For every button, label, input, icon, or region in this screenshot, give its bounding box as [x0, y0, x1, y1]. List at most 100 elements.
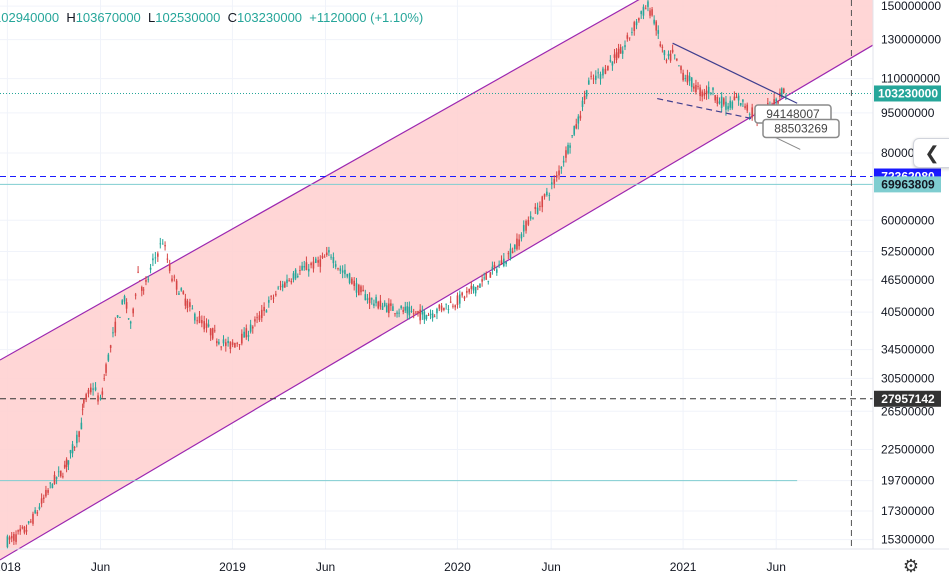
price-series: [6, 0, 787, 549]
time-tick-label: 2021: [670, 560, 697, 574]
candle-body: [459, 294, 461, 304]
candle-body: [607, 65, 609, 70]
candle-body: [317, 260, 319, 263]
candle-body: [615, 52, 618, 61]
price-tick-label: 110000000: [881, 72, 941, 86]
candle-body: [21, 527, 24, 529]
candle-body: [168, 263, 171, 271]
candle-body: [92, 388, 94, 390]
price-tick-label: 130000000: [881, 33, 941, 47]
candle-body: [410, 310, 413, 312]
candle-body: [567, 144, 569, 154]
candle-body: [583, 95, 586, 100]
candle-body: [332, 257, 335, 264]
candle-body: [175, 280, 178, 290]
channel-fill: [0, 0, 873, 560]
candle-body: [275, 293, 277, 296]
candle-body: [631, 32, 633, 33]
candle-body: [739, 103, 742, 106]
price-axis[interactable]: 1500000001300000001100000009500000080000…: [881, 0, 941, 547]
candle-body: [701, 91, 704, 97]
candle-body: [288, 280, 290, 282]
candle-body: [53, 474, 56, 484]
candle-body: [379, 300, 382, 307]
candle-body: [321, 255, 324, 258]
candle-body: [129, 321, 132, 324]
candle-body: [277, 287, 279, 289]
candle-body: [647, 1, 649, 7]
candle-body: [456, 295, 459, 305]
candle-body: [686, 75, 689, 83]
candle-body: [314, 258, 317, 263]
candle-body: [565, 150, 567, 158]
candle-body: [507, 253, 510, 255]
candle-body: [581, 100, 584, 107]
candle-body: [220, 346, 222, 348]
candle-body: [419, 309, 421, 321]
candle-body: [585, 90, 588, 97]
candle-body: [222, 339, 225, 344]
candle-body: [40, 498, 43, 504]
candle-body: [729, 100, 732, 108]
candle-body: [348, 273, 351, 283]
candle-body: [699, 87, 701, 97]
candle-body: [431, 313, 434, 318]
price-tick-label: 17300000: [881, 504, 935, 518]
candle-body: [47, 490, 49, 493]
candle-body: [541, 196, 544, 208]
candle-body: [19, 528, 22, 532]
candle-body: [663, 50, 666, 56]
candle-body: [665, 60, 668, 62]
candle-body: [123, 296, 126, 302]
candle-body: [684, 78, 687, 79]
candle-body: [152, 258, 154, 261]
candle-body: [265, 310, 268, 313]
candle-body: [241, 333, 243, 344]
candle-body: [536, 207, 539, 214]
candle-body: [325, 252, 328, 256]
candle-body: [619, 47, 622, 54]
candle-body: [32, 513, 34, 524]
candle-body: [705, 90, 708, 95]
price-badge: 27957142: [874, 390, 941, 407]
candle-body: [688, 75, 691, 81]
candle-body: [272, 297, 275, 299]
candle-body: [777, 101, 779, 104]
price-tick-label: 34500000: [881, 343, 935, 357]
low-value: 102530000: [155, 10, 221, 25]
candle-body: [695, 84, 697, 93]
candle-body: [81, 409, 84, 411]
price-badge: 103230000: [874, 85, 941, 102]
close-value: 103230000: [236, 10, 303, 25]
candle-body: [10, 535, 13, 539]
candle-body: [449, 301, 452, 303]
candle-body: [85, 394, 87, 400]
candle-body: [49, 482, 52, 484]
candle-body: [209, 328, 212, 336]
candle-body: [558, 170, 560, 176]
candle-body: [8, 537, 11, 540]
candle-body: [107, 354, 110, 361]
candle-body: [45, 489, 47, 497]
candle-body: [201, 320, 203, 324]
collapse-panel-button[interactable]: ❮: [913, 138, 949, 168]
candle-body: [628, 37, 631, 39]
candle-body: [180, 288, 183, 291]
candle-body: [205, 323, 208, 328]
candle-body: [353, 280, 355, 287]
candle-body: [34, 510, 36, 514]
candle-body: [381, 305, 384, 310]
candle-body: [479, 283, 481, 288]
candle-body: [6, 536, 9, 548]
candle-body: [377, 301, 380, 309]
candle-body: [137, 271, 139, 273]
candle-body: [173, 276, 176, 278]
candle-body: [710, 92, 712, 94]
candle-body: [604, 68, 607, 74]
settings-gear-icon[interactable]: ⚙: [902, 556, 919, 576]
candle-body: [678, 65, 680, 67]
candle-body: [445, 303, 447, 305]
time-tick-label: 2020: [444, 560, 471, 574]
